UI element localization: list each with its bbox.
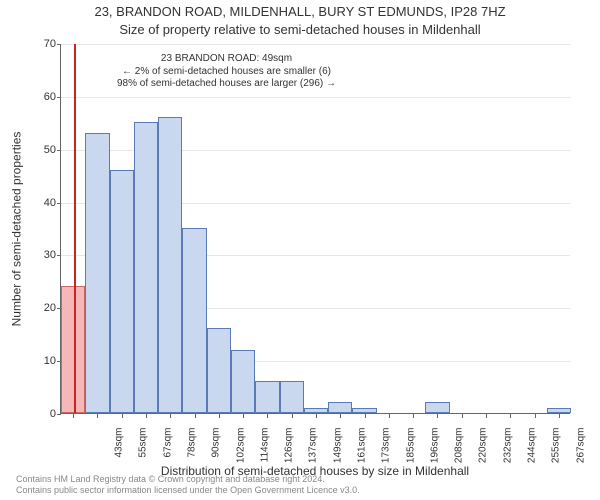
histogram-bar (231, 350, 255, 413)
x-tick-label: 126sqm (284, 428, 295, 478)
histogram-bar (182, 228, 206, 413)
y-tick-label: 50 (6, 144, 56, 156)
x-tick-mark (437, 414, 438, 418)
x-tick-mark (219, 414, 220, 418)
plot-area: 23 BRANDON ROAD: 49sqm ← 2% of semi-deta… (60, 44, 570, 414)
footer-attribution: Contains HM Land Registry data © Crown c… (16, 474, 360, 496)
histogram-bar (425, 402, 449, 413)
x-tick-mark (292, 414, 293, 418)
x-tick-mark (389, 414, 390, 418)
y-tick-mark (57, 414, 61, 415)
histogram-bar (255, 381, 279, 413)
x-tick-label: 55sqm (138, 428, 149, 478)
x-tick-mark (267, 414, 268, 418)
y-tick-mark (57, 97, 61, 98)
x-tick-label: 244sqm (527, 428, 538, 478)
chart-title-line2: Size of property relative to semi-detach… (0, 22, 600, 37)
x-tick-label: 232sqm (502, 428, 513, 478)
x-tick-label: 43sqm (114, 428, 125, 478)
x-tick-mark (510, 414, 511, 418)
y-tick-label: 40 (6, 197, 56, 209)
histogram-bar (158, 117, 182, 413)
x-tick-label: 196sqm (429, 428, 440, 478)
x-tick-label: 137sqm (308, 428, 319, 478)
x-tick-mark (413, 414, 414, 418)
x-tick-label: 102sqm (235, 428, 246, 478)
y-tick-label: 60 (6, 91, 56, 103)
histogram-bar (134, 122, 158, 413)
x-tick-mark (559, 414, 560, 418)
x-tick-mark (462, 414, 463, 418)
x-tick-mark (170, 414, 171, 418)
x-tick-mark (535, 414, 536, 418)
y-tick-mark (57, 255, 61, 256)
annotation-box: 23 BRANDON ROAD: 49sqm ← 2% of semi-deta… (111, 50, 342, 94)
x-tick-label: 161sqm (357, 428, 368, 478)
grid-line (61, 97, 570, 98)
x-tick-label: 67sqm (162, 428, 173, 478)
x-tick-mark (122, 414, 123, 418)
y-tick-label: 30 (6, 249, 56, 261)
x-tick-label: 267sqm (575, 428, 586, 478)
x-tick-label: 149sqm (332, 428, 343, 478)
y-tick-mark (57, 150, 61, 151)
x-tick-mark (486, 414, 487, 418)
histogram-bar (85, 133, 109, 413)
y-axis-title-text: Number of semi-detached properties (9, 132, 23, 327)
x-tick-label: 208sqm (454, 428, 465, 478)
chart-title-line1: 23, BRANDON ROAD, MILDENHALL, BURY ST ED… (0, 4, 600, 19)
chart-container: 23, BRANDON ROAD, MILDENHALL, BURY ST ED… (0, 0, 600, 500)
x-tick-label: 185sqm (405, 428, 416, 478)
x-tick-mark (97, 414, 98, 418)
reference-line (74, 44, 76, 413)
y-tick-label: 0 (6, 408, 56, 420)
histogram-bar (352, 408, 376, 413)
x-tick-label: 90sqm (211, 428, 222, 478)
x-tick-label: 114sqm (259, 428, 270, 478)
histogram-bar (207, 328, 231, 413)
grid-line (61, 44, 570, 45)
histogram-bar (280, 381, 304, 413)
annotation-line2: ← 2% of semi-detached houses are smaller… (117, 66, 336, 79)
y-tick-mark (57, 44, 61, 45)
x-tick-mark (340, 414, 341, 418)
x-tick-mark (316, 414, 317, 418)
histogram-bar (110, 170, 134, 413)
x-tick-label: 173sqm (381, 428, 392, 478)
x-tick-label: 220sqm (478, 428, 489, 478)
x-tick-label: 255sqm (551, 428, 562, 478)
x-tick-label: 78sqm (187, 428, 198, 478)
histogram-bar (547, 408, 571, 413)
y-tick-mark (57, 203, 61, 204)
histogram-bar (328, 402, 352, 413)
annotation-line1: 23 BRANDON ROAD: 49sqm (117, 53, 336, 66)
y-tick-label: 10 (6, 355, 56, 367)
x-tick-mark (243, 414, 244, 418)
y-tick-label: 20 (6, 302, 56, 314)
x-tick-mark (195, 414, 196, 418)
x-tick-mark (73, 414, 74, 418)
x-tick-mark (365, 414, 366, 418)
histogram-bar (304, 408, 328, 413)
annotation-line3: 98% of semi-detached houses are larger (… (117, 78, 336, 91)
y-tick-label: 70 (6, 38, 56, 50)
x-tick-mark (146, 414, 147, 418)
footer-line2: Contains public sector information licen… (16, 485, 360, 496)
